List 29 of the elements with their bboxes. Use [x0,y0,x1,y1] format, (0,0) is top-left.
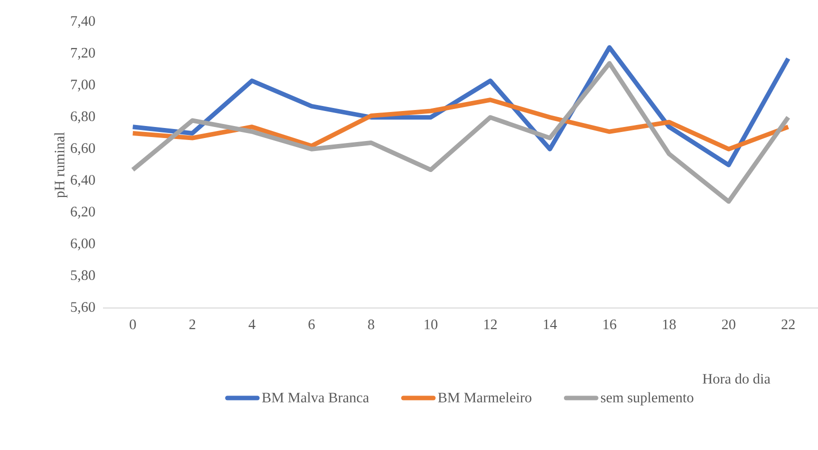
x-tick-label: 6 [308,320,315,330]
y-tick-label: 7,40 [71,16,95,28]
x-tick-label: 12 [484,320,497,330]
y-tick-label: 6,80 [70,111,95,124]
legend-label: sem suplemento [600,392,694,406]
y-tick-label: 5,80 [71,270,95,282]
y-axis-title: pH ruminal [54,132,68,198]
y-tick-label: 6,20 [70,206,95,219]
y-tick-label: 7,00 [71,80,95,92]
line-series [130,98,790,152]
x-tick-label: 22 [782,320,795,330]
x-tick-label: 18 [663,320,676,330]
x-tick-label: 14 [544,320,557,330]
y-tick-label: 6,00 [70,238,95,250]
x-axis-title: Hora do dia [702,374,770,384]
y-tick-label: 6,40 [70,174,95,187]
legend-label: BM Malva Branca [262,392,369,402]
x-tick-label: 8 [368,320,374,330]
x-tick-label: 16 [604,320,616,330]
x-tick-label: 20 [722,320,736,330]
legend-label: BM Marmeleiro [438,392,532,402]
y-tick-label: 6,60 [70,143,95,156]
x-tick-label: 2 [189,320,196,330]
x-tick-label: 4 [248,320,256,330]
y-tick-label: 7,20 [71,48,95,60]
x-tick-label: 0 [130,320,136,330]
y-tick-label: 5,60 [71,302,95,314]
line-series [130,61,790,204]
x-tick-label: 10 [424,320,438,330]
